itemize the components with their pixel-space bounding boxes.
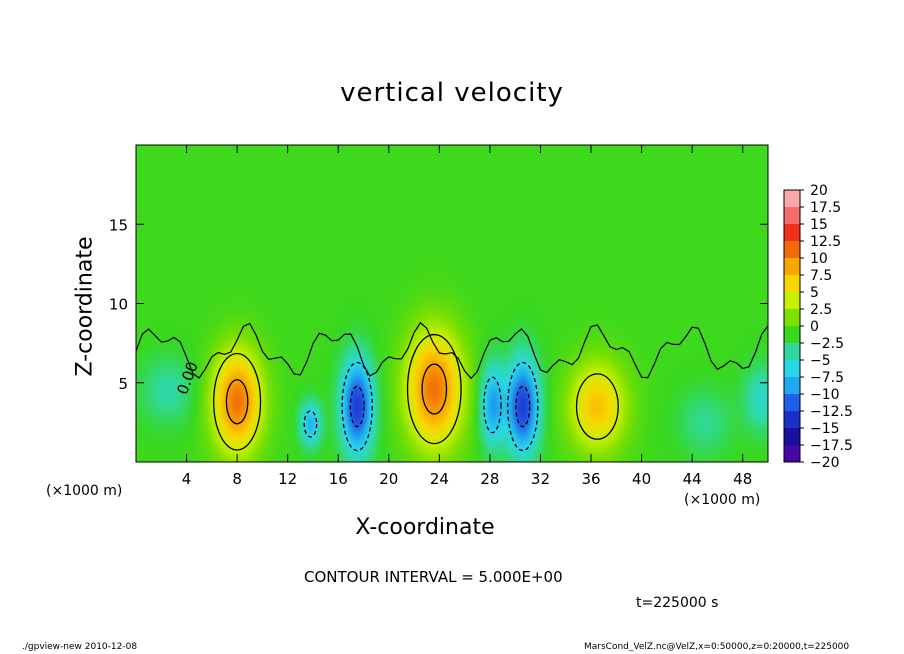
colorbar-segment [784,377,800,394]
colorbar-tick-label: −10 [810,387,840,403]
colorbar-tick-label: −5 [810,353,831,369]
y-tick-label: 5 [118,375,128,393]
colorbar-tick-label: 12.5 [810,234,841,250]
colorbar-tick-label: 20 [810,183,828,199]
colorbar-segment [784,224,800,241]
colorbar-tick-label: 7.5 [810,268,832,284]
colorbar-tick-label: −2.5 [810,336,844,352]
colorbar-tick-label: 5 [810,285,819,301]
colorbar-segment [784,258,800,275]
contour-line [515,385,531,428]
contour-line [575,373,619,440]
contour-line [225,379,249,425]
colorbar-tick-label: −17.5 [810,438,853,454]
footer-left-text: ./gpview-new 2010-12-08 [22,642,138,652]
colorbar-tick-label: 17.5 [810,200,841,216]
x-axis-label: X-coordinate [355,515,495,540]
x-tick-label: 8 [232,470,242,488]
colorbar-segment [784,394,800,411]
contour-line [421,363,448,415]
x-tick-label: 24 [430,470,449,488]
colorbar-segment [784,275,800,292]
x-tick-label: 12 [278,470,297,488]
colorbar-tick-label: 0 [810,319,819,335]
contour-line [507,361,539,452]
contour-line [406,333,462,445]
x-tick-label: 36 [581,470,600,488]
colorbar-segment [784,190,800,207]
colorbar-tick-label: 15 [810,217,828,233]
colorbar-tick-label: −15 [810,421,840,437]
contour-line [349,385,365,428]
colorbar-segment [784,207,800,224]
contour-line [483,376,502,434]
x-tick-label: 20 [379,470,398,488]
time-label: t=225000 s [636,595,719,611]
y-tick-label: 10 [109,296,128,314]
x-unit-label-right: (×1000 m) [684,492,761,508]
x-tick-label: 16 [329,470,348,488]
colorbar-segment [784,411,800,428]
x-tick-label: 28 [480,470,499,488]
contour-line [303,410,318,438]
x-tick-label: 48 [733,470,752,488]
contour-interval-label: CONTOUR INTERVAL = 5.000E+00 [304,568,563,586]
colorbar-segment [784,428,800,445]
contour-line [341,361,373,452]
x-unit-label-left: (×1000 m) [46,483,123,499]
x-tick-label: 44 [683,470,702,488]
colorbar-segment [784,343,800,360]
colorbar-segment [784,360,800,377]
colorbar-segment [784,326,800,343]
x-tick-label: 32 [531,470,550,488]
chart-title: vertical velocity [340,78,564,108]
colorbar-tick-label: 2.5 [810,302,832,318]
contour-line [213,352,262,451]
zero-contour-line [135,321,769,380]
heatmap-field [136,145,768,462]
colorbar-tick-label: 10 [810,251,828,267]
x-tick-label: 4 [182,470,192,488]
colorbar-tick-label: −7.5 [810,370,844,386]
colorbar-segment [784,445,800,462]
x-tick-label: 40 [632,470,651,488]
colorbar-tick-label: −20 [810,455,840,471]
footer-right-text: MarsCond_VelZ.nc@VelZ,x=0:50000,z=0:2000… [584,642,850,652]
y-tick-label: 15 [109,216,128,234]
colorbar-segment [784,241,800,258]
colorbar-segment [784,292,800,309]
colorbar-tick-label: −12.5 [810,404,853,420]
colorbar-segment [784,309,800,326]
